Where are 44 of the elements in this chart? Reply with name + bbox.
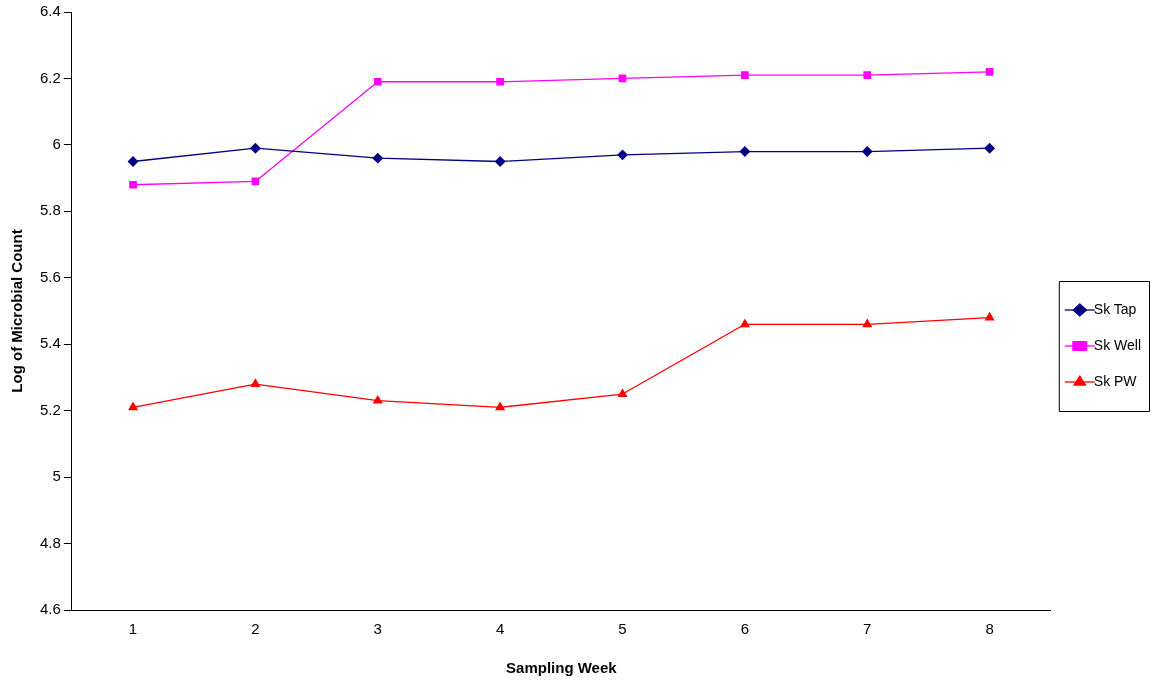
x-axis-title: Sampling Week [506, 659, 618, 677]
x-tick-label: 4 [495, 620, 505, 638]
point [373, 395, 383, 404]
x-tick-label: 2 [251, 620, 260, 638]
y-tick-label: 6.4 [39, 2, 61, 20]
point [128, 402, 138, 411]
point [373, 77, 382, 86]
point [985, 67, 994, 76]
point [495, 402, 505, 411]
y-axis-title: Log of Microbial Count [8, 229, 26, 393]
point [250, 143, 261, 154]
point [250, 378, 260, 387]
point [863, 71, 872, 79]
y-tick-label: 4.6 [39, 600, 61, 618]
point [740, 319, 750, 328]
point [129, 180, 137, 189]
x-tick-label: 1 [128, 620, 138, 638]
x-tick-label: 8 [985, 620, 994, 638]
point [617, 149, 628, 161]
y-tick-label: 6.2 [39, 68, 61, 86]
point [739, 146, 751, 157]
point [372, 153, 383, 164]
y-tick-label: 6 [52, 135, 61, 153]
point [496, 77, 504, 86]
point [494, 156, 506, 167]
point [984, 143, 995, 154]
x-tick-label: 5 [618, 620, 627, 638]
y-tick-label: 5.6 [39, 267, 61, 285]
y-tick-label: 4.8 [39, 533, 61, 551]
x-tick-label: 6 [740, 620, 750, 638]
y-tick-label: 5.2 [39, 400, 61, 418]
point [985, 312, 995, 321]
legend-label: Sk Well [1093, 336, 1142, 353]
point [617, 388, 628, 397]
point [862, 319, 872, 328]
x-tick-label: 3 [373, 620, 382, 638]
legend-label: Sk Tap [1093, 300, 1137, 317]
point [741, 71, 749, 79]
x-tick-label: 7 [863, 620, 872, 638]
legend-label: Sk PW [1093, 372, 1138, 389]
point [862, 146, 873, 157]
y-tick-label: 5.8 [39, 201, 61, 219]
y-tick-label: 5.4 [39, 334, 61, 352]
y-tick-label: 5 [52, 467, 61, 485]
